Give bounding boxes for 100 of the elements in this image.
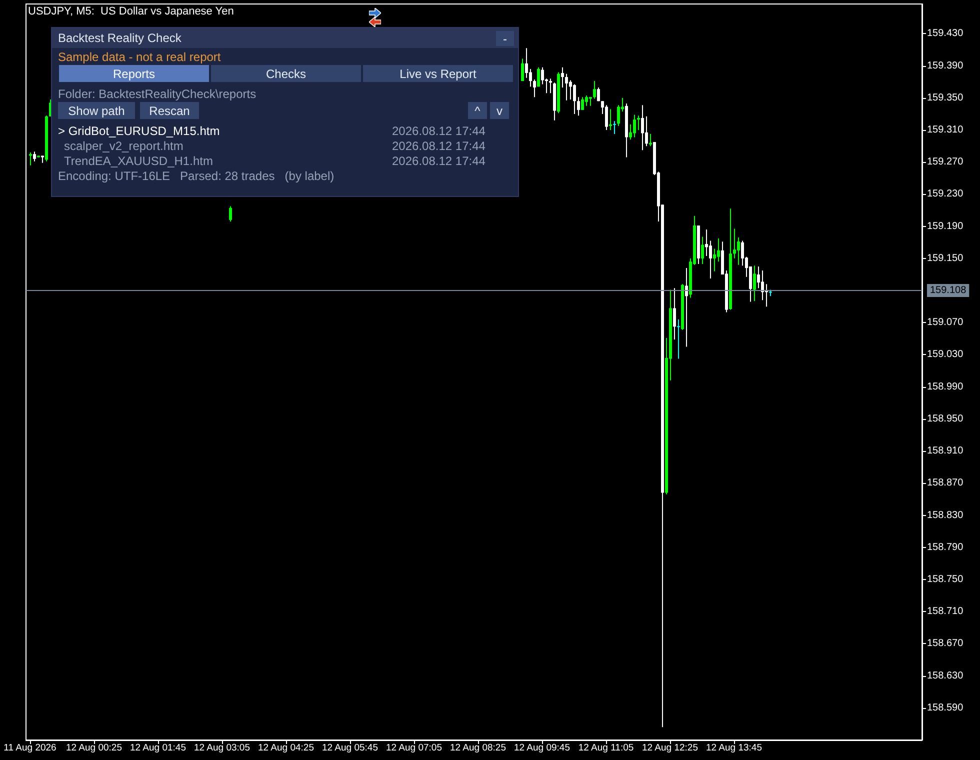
button[interactable]: v: [490, 102, 509, 119]
candlestick: [733, 228, 736, 259]
annotation: Rescan: [149, 104, 190, 118]
annotation: TrendEA_XAUUSD_H1.htm: [64, 154, 213, 168]
candlestick: [29, 152, 32, 166]
y-tick-label: 158.710: [927, 606, 964, 618]
annotation: Show path: [68, 104, 125, 118]
candlestick: [577, 96, 580, 116]
x-tick-label: 12 Aug 01:45: [130, 742, 186, 754]
annotation: -: [503, 32, 507, 46]
y-tick-label: 158.870: [927, 478, 964, 489]
x-tick-label: 12 Aug 08:25: [450, 742, 506, 754]
y-tick-label: 159.310: [927, 124, 964, 136]
tab[interactable]: Live vs Report: [363, 65, 513, 82]
candlestick: [713, 248, 716, 272]
annotation: Reports: [112, 66, 156, 80]
candlestick: [617, 104, 620, 126]
candlestick: [549, 78, 552, 94]
candlestick: [685, 268, 688, 348]
annotation: v: [496, 104, 502, 118]
y-tick-label: 159.030: [927, 349, 964, 360]
candlestick: [673, 288, 676, 340]
y-tick-label: 158.790: [927, 542, 964, 553]
candlestick: [705, 229, 708, 257]
candlestick: [229, 206, 232, 222]
annotation: > GridBot_EURUSD_M15.htm: [58, 124, 220, 138]
candlestick: [569, 80, 572, 100]
candlestick: [645, 116, 648, 147]
y-tick-label: 158.590: [927, 702, 964, 714]
candlestick: [637, 115, 640, 131]
y-tick-label: 159.270: [927, 156, 964, 168]
annotation: Backtest Reality Check: [58, 31, 182, 45]
candlestick: [701, 236, 704, 265]
candlestick: [737, 237, 740, 266]
candlestick: [677, 318, 680, 360]
candlestick: [597, 86, 600, 102]
candlestick: [613, 120, 616, 135]
y-tick-label: 158.670: [927, 638, 964, 650]
candlestick: [565, 73, 568, 101]
annotation: Sample data - not a real report: [58, 50, 221, 64]
candlestick: [709, 240, 712, 279]
annotation: ^: [474, 104, 480, 118]
button[interactable]: -: [496, 31, 514, 46]
candlestick: [521, 58, 524, 82]
button[interactable]: Show path: [58, 102, 135, 119]
candlestick: [581, 96, 584, 110]
y-tick-label: 159.190: [927, 220, 964, 232]
x-tick-label: 12 Aug 09:45: [514, 742, 570, 754]
y-tick-label: 159.070: [927, 317, 964, 328]
candlestick: [605, 104, 608, 131]
chart-title: USDJPY, M5: US Dollar vs Japanese Yen: [28, 6, 234, 18]
annotation: Folder: BacktestRealityCheck\reports: [58, 87, 256, 101]
button[interactable]: ^: [468, 102, 487, 119]
x-tick-label: 12 Aug 07:05: [386, 742, 442, 754]
x-tick-label: 12 Aug 05:45: [322, 742, 378, 754]
y-tick-label: 158.830: [927, 510, 964, 521]
candlestick: [541, 66, 544, 85]
x-tick-label: 12 Aug 04:25: [258, 742, 314, 754]
y-tick-label: 158.750: [927, 574, 964, 585]
candlestick: [717, 238, 720, 262]
candlestick: [753, 265, 756, 302]
x-tick-label: 12 Aug 00:25: [66, 742, 122, 754]
annotation: Encoding: UTF-16LE Parsed: 28 trades (by label): [58, 169, 334, 183]
candlestick: [649, 134, 652, 147]
candlestick: [761, 270, 764, 301]
y-tick-label: 158.910: [927, 446, 964, 457]
button[interactable]: Rescan: [140, 102, 199, 119]
candlestick: [593, 80, 596, 100]
y-tick-label: 159.430: [927, 28, 964, 40]
y-tick-label: 159.390: [927, 60, 964, 72]
y-tick-label: 158.630: [927, 670, 964, 682]
y-tick-label: 159.350: [927, 92, 964, 104]
candlestick: [641, 104, 644, 151]
annotation: 2026.08.12 17:44: [392, 154, 486, 168]
candlestick: [629, 124, 632, 140]
y-tick-label: 158.990: [927, 381, 964, 392]
x-tick-label: 12 Aug 03:05: [194, 742, 250, 754]
candlestick: [525, 48, 528, 78]
candlestick: [757, 266, 760, 289]
candlestick: [33, 151, 36, 162]
annotation: 2026.08.12 17:44: [392, 124, 486, 138]
candlestick: [633, 114, 636, 138]
annotation: Checks: [266, 66, 306, 80]
y-tick-label: 158.950: [927, 413, 964, 424]
candlestick: [741, 240, 744, 266]
candlestick: [609, 108, 612, 131]
x-tick-label: 12 Aug 11:05: [578, 742, 634, 754]
y-tick-label: 159.150: [927, 252, 964, 264]
candlestick: [573, 84, 576, 114]
annotation: scalper_v2_report.htm: [64, 139, 184, 153]
candlestick: [533, 78, 536, 98]
tab[interactable]: Checks: [211, 65, 361, 82]
annotation: Live vs Report: [400, 66, 476, 80]
tab[interactable]: Reports: [59, 65, 209, 82]
candlestick: [537, 66, 540, 88]
candlestick: [585, 95, 588, 106]
y-tick-label: 159.230: [927, 188, 964, 200]
x-tick-label: 12 Aug 12:25: [642, 742, 698, 754]
x-tick-label: 12 Aug 13:45: [706, 742, 762, 754]
annotation: 2026.08.12 17:44: [392, 139, 486, 153]
